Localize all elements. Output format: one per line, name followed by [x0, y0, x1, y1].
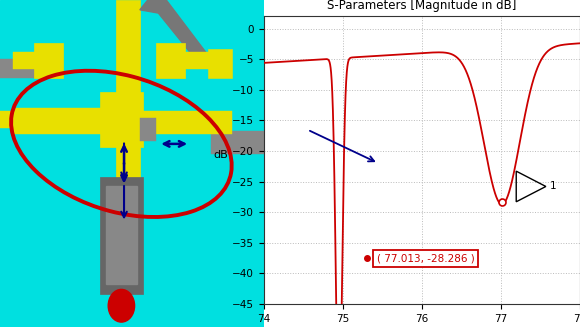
- Bar: [100, 92, 143, 147]
- Bar: [211, 131, 264, 154]
- Bar: [179, 52, 214, 69]
- Bar: [155, 43, 184, 78]
- Bar: [106, 186, 137, 284]
- Bar: [0, 59, 37, 78]
- Text: 1: 1: [550, 181, 556, 192]
- Bar: [34, 43, 63, 78]
- Bar: [140, 111, 232, 134]
- Circle shape: [108, 289, 135, 322]
- Polygon shape: [140, 0, 206, 59]
- Bar: [0, 111, 27, 128]
- Bar: [100, 177, 143, 294]
- Y-axis label: dB: dB: [213, 150, 229, 160]
- Bar: [13, 52, 45, 69]
- Text: ( 77.013, -28.286 ): ( 77.013, -28.286 ): [377, 253, 475, 263]
- Bar: [13, 108, 116, 134]
- Bar: [208, 49, 232, 78]
- Bar: [140, 118, 155, 141]
- Title: S-Parameters [Magnitude in dB]: S-Parameters [Magnitude in dB]: [327, 0, 517, 12]
- Bar: [116, 0, 140, 288]
